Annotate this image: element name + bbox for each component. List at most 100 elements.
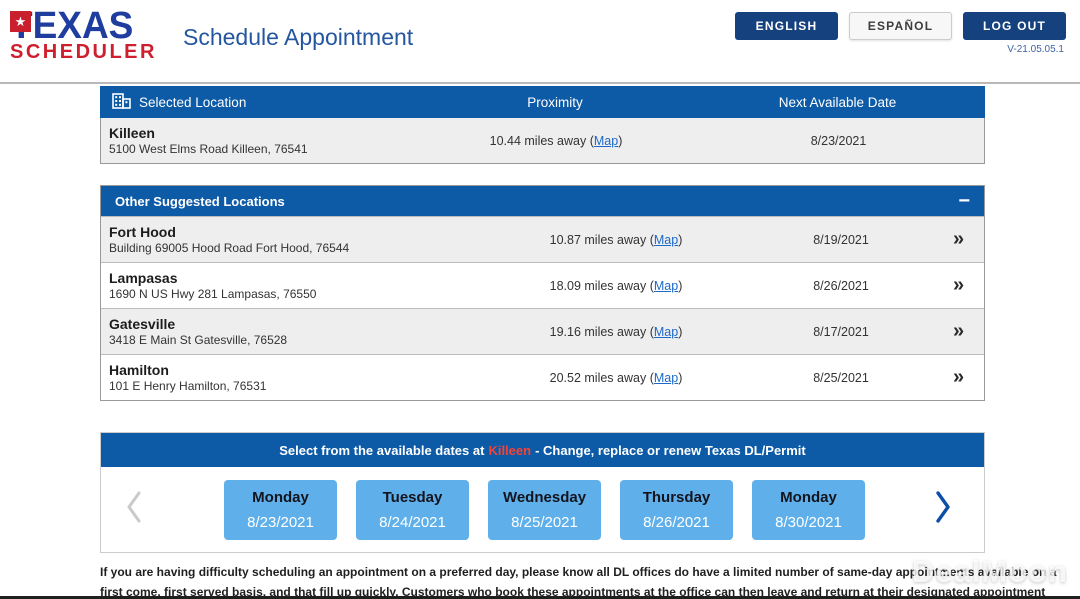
selected-location-table: Selected Location Proximity Next Availab… [100,86,985,164]
location-name: Killeen [109,124,155,141]
map-link[interactable]: Map [653,324,679,339]
banner-suffix: - Change, replace or renew Texas DL/Perm… [535,442,806,458]
selected-location-column-label: Selected Location [139,94,247,110]
map-link[interactable]: Map [653,278,679,293]
logo-text-texas: TEXAS [10,4,134,47]
paren-close: ) [618,133,623,148]
location-address: 1690 N US Hwy 281 Lampasas, 76550 [109,286,317,301]
star-icon: ★ [10,11,31,32]
card-date: 8/25/2021 [511,514,578,532]
distance-text: 10.44 miles away [489,133,587,148]
select-location-chevron[interactable]: » [931,355,986,400]
distance-text: 18.09 miles away [549,278,647,293]
suggested-row-fort-hood[interactable]: Fort Hood Building 69005 Hood Road Fort … [101,216,984,262]
proximity-cell: 18.09 miles away (Map) [481,263,751,308]
same-day-appointments-note: If you are having difficulty scheduling … [100,565,1057,599]
bottom-divider [0,596,1080,599]
app-header: TEXAS ★ SCHEDULER Schedule Appointment E… [0,0,1080,84]
location-name: Lampasas [109,269,178,286]
suggested-row-lampasas[interactable]: Lampasas 1690 N US Hwy 281 Lampasas, 765… [101,262,984,308]
double-chevron-icon: » [952,320,965,342]
texas-scheduler-logo: TEXAS ★ SCHEDULER [10,4,175,63]
logout-button[interactable]: LOG OUT [963,12,1066,40]
card-date: 8/24/2021 [379,514,446,532]
next-available-cell: 8/19/2021 [813,232,869,247]
paren-close: ) [678,370,683,385]
location-address: 3418 E Main St Gatesville, 76528 [109,332,288,347]
next-available-cell: 8/25/2021 [813,370,869,385]
select-location-chevron[interactable]: » [931,217,986,262]
select-location-chevron[interactable]: » [931,309,986,354]
logo-text-scheduler: SCHEDULER [10,41,157,63]
location-name: Fort Hood [109,223,176,240]
paren-close: ) [678,232,683,247]
selected-location-column: Selected Location [100,92,420,112]
proximity-cell: 10.87 miles away (Map) [481,217,751,262]
location-cell: Hamilton 101 E Henry Hamilton, 76531 [101,355,481,400]
suggested-locations-panel: Other Suggested Locations − Fort Hood Bu… [100,185,985,401]
proximity-cell: 10.44 miles away (Map) [421,118,691,163]
location-address: 5100 West Elms Road Killeen, 76541 [109,141,308,156]
next-available-cell: 8/17/2021 [813,324,869,339]
building-icon [112,92,131,112]
banner-location: Killeen [488,442,532,458]
select-location-chevron[interactable]: » [931,263,986,308]
card-date: 8/30/2021 [775,514,842,532]
location-address: Building 69005 Hood Road Fort Hood, 7654… [109,240,350,255]
selected-location-header: Selected Location Proximity Next Availab… [100,86,985,118]
card-date: 8/26/2021 [643,514,710,532]
double-chevron-icon: » [952,274,965,296]
location-name: Hamilton [109,361,169,378]
banner-prefix: Select from the available dates at [279,442,485,458]
available-dates-panel: Select from the available dates at Kille… [100,432,985,553]
paren-open: ( [649,232,654,247]
map-link[interactable]: Map [653,232,679,247]
card-day: Monday [252,488,309,506]
selected-location-row: Killeen 5100 West Elms Road Killeen, 765… [100,118,985,164]
paren-close: ) [678,324,683,339]
double-chevron-icon: » [952,366,965,388]
date-card-3[interactable]: Thursday 8/26/2021 [620,480,733,540]
card-day: Thursday [642,488,711,506]
proximity-column-label: Proximity [527,94,583,110]
card-date: 8/23/2021 [247,514,314,532]
proximity-cell: 20.52 miles away (Map) [481,355,751,400]
next-available-column-label: Next Available Date [778,94,897,110]
double-chevron-icon: » [952,228,965,250]
proximity-cell: 19.16 miles away (Map) [481,309,751,354]
collapse-minus-icon[interactable]: − [958,190,970,212]
map-link[interactable]: Map [653,370,679,385]
carousel-next-icon[interactable] [932,489,954,528]
card-day: Monday [780,488,837,506]
carousel-prev-icon[interactable] [123,489,145,528]
next-available-cell: 8/23/2021 [810,133,867,148]
page-title: Schedule Appointment [183,24,414,50]
distance-text: 19.16 miles away [549,324,647,339]
location-address: 101 E Henry Hamilton, 76531 [109,378,267,393]
paren-open: ( [649,370,654,385]
date-card-4[interactable]: Monday 8/30/2021 [752,480,865,540]
suggested-locations-title: Other Suggested Locations [115,193,285,209]
english-button[interactable]: ENGLISH [735,12,838,40]
paren-close: ) [678,278,683,293]
card-day: Wednesday [502,488,587,506]
dates-carousel: Monday 8/23/2021 Tuesday 8/24/2021 Wedne… [101,467,984,552]
map-link[interactable]: Map [593,133,619,148]
suggested-row-gatesville[interactable]: Gatesville 3418 E Main St Gatesville, 76… [101,308,984,354]
language-actions: ENGLISH ESPAÑOL LOG OUT [735,12,1066,40]
available-dates-banner: Select from the available dates at Kille… [101,433,984,467]
version-label: V-21.05.05.1 [1007,44,1064,55]
date-card-2[interactable]: Wednesday 8/25/2021 [488,480,601,540]
next-available-cell: 8/26/2021 [813,278,869,293]
espanol-button[interactable]: ESPAÑOL [849,12,952,40]
location-cell: Gatesville 3418 E Main St Gatesville, 76… [101,309,481,354]
date-card-1[interactable]: Tuesday 8/24/2021 [356,480,469,540]
location-cell: Fort Hood Building 69005 Hood Road Fort … [101,217,481,262]
card-day: Tuesday [382,488,443,506]
suggested-locations-header: Other Suggested Locations − [101,186,984,216]
location-name: Gatesville [109,315,176,332]
paren-open: ( [589,133,594,148]
suggested-row-hamilton[interactable]: Hamilton 101 E Henry Hamilton, 76531 20.… [101,354,984,400]
date-card-0[interactable]: Monday 8/23/2021 [224,480,337,540]
location-cell: Killeen 5100 West Elms Road Killeen, 765… [101,118,421,163]
